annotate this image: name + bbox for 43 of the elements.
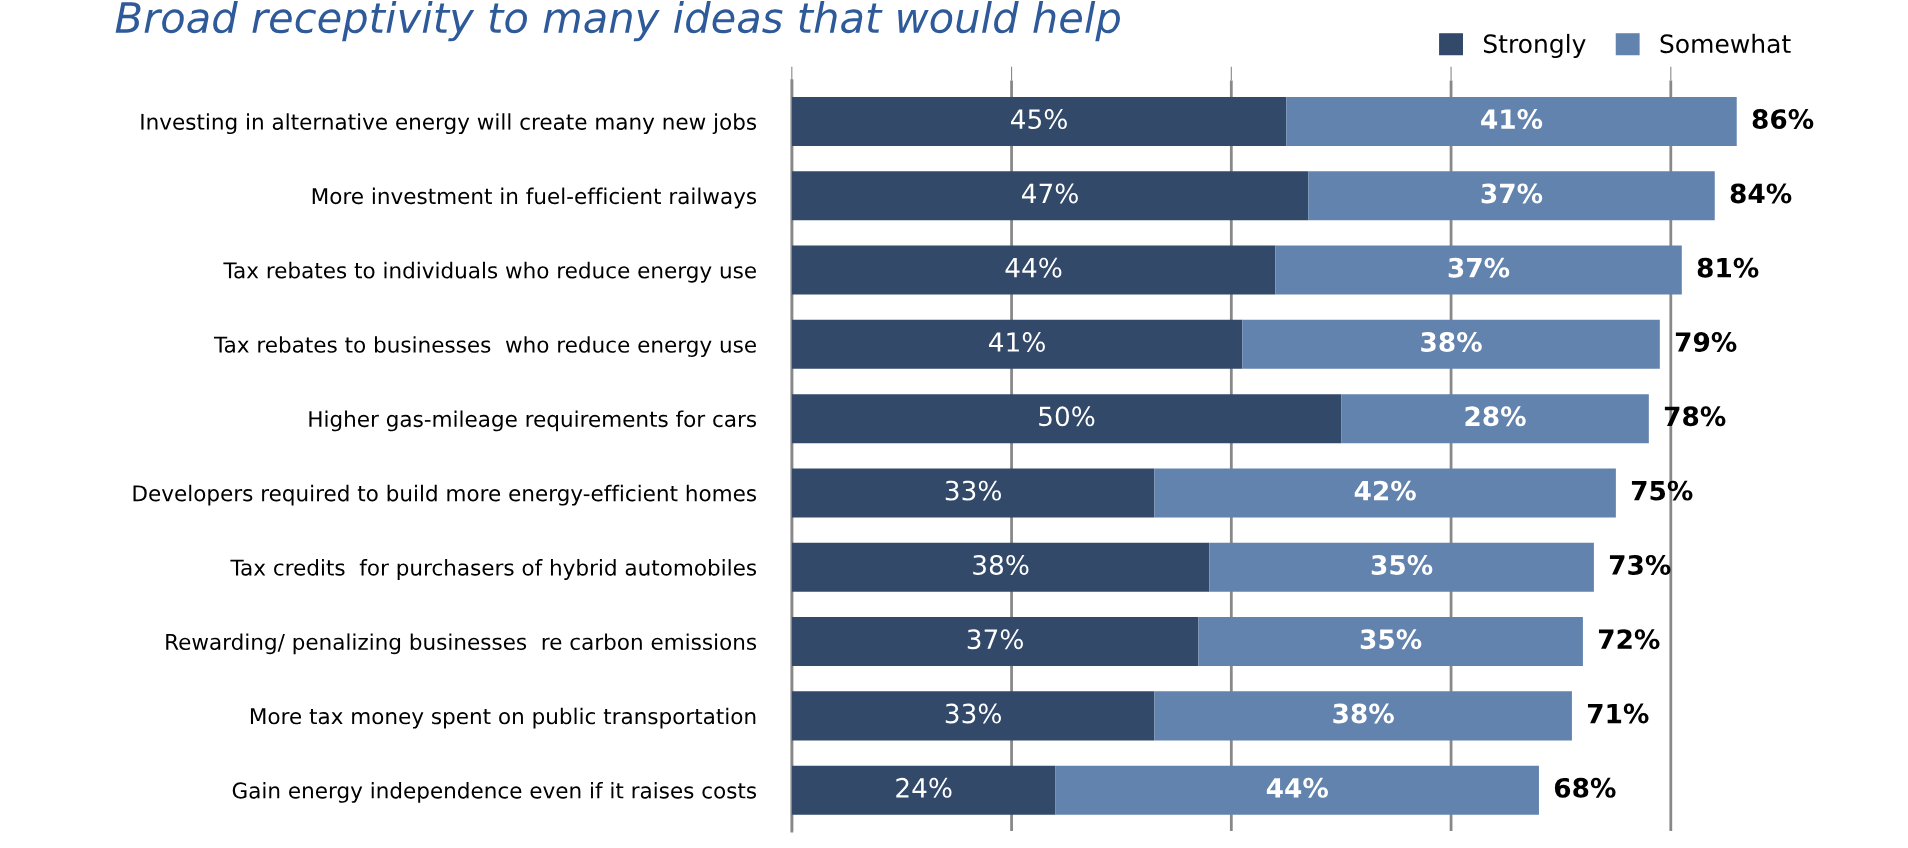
data-label: 42% bbox=[1354, 480, 1416, 501]
y-tick-label: Higher gas-mileage requirements for cars bbox=[309, 410, 757, 432]
legend-label: Somewhat bbox=[1660, 33, 1791, 54]
y-tick-label: Rewarding/ penalizing businesses re carbon emissions bbox=[166, 633, 757, 655]
y-tick-label: More tax money spent on public transportation bbox=[250, 707, 756, 729]
total-label: 78% bbox=[1664, 406, 1726, 427]
data-label: 37% bbox=[1448, 257, 1510, 278]
data-label: 33% bbox=[945, 480, 1001, 501]
chart-title: Broad receptivity to many ideas that would help bbox=[115, 1, 1120, 42]
data-label: 38% bbox=[1421, 332, 1482, 352]
total-label: 86% bbox=[1752, 109, 1814, 130]
data-label: 35% bbox=[1371, 554, 1433, 575]
data-label: 44% bbox=[1266, 777, 1328, 798]
data-label: 38% bbox=[1333, 703, 1394, 724]
total-label: 79% bbox=[1675, 332, 1737, 352]
data-label: 47% bbox=[1021, 183, 1078, 204]
total-label: 81% bbox=[1697, 257, 1759, 278]
data-label: 45% bbox=[1011, 109, 1067, 130]
data-label: 28% bbox=[1465, 406, 1526, 427]
data-label: 33% bbox=[945, 703, 1001, 724]
total-label: 71% bbox=[1587, 703, 1649, 724]
y-tick-label: Tax rebates to individuals who reduce energy use bbox=[223, 261, 756, 283]
data-label: 37% bbox=[1481, 183, 1543, 204]
y-tick-label: Developers required to build more energy-efficient homes bbox=[133, 484, 757, 506]
y-tick-label: Tax credits for purchasers of hybrid automobiles bbox=[230, 559, 757, 580]
y-tick-label: More investment in fuel-efficient railways bbox=[312, 187, 757, 209]
data-label: 37% bbox=[967, 629, 1023, 650]
data-label: 38% bbox=[973, 554, 1029, 575]
data-label: 41% bbox=[1481, 109, 1543, 130]
legend-label: Strongly bbox=[1483, 33, 1586, 59]
y-tick-label: Gain energy independence even if it raises costs bbox=[232, 781, 757, 803]
total-label: 75% bbox=[1631, 480, 1693, 501]
total-label: 68% bbox=[1554, 777, 1616, 798]
data-label: 50% bbox=[1039, 406, 1095, 427]
data-label: 24% bbox=[896, 777, 952, 798]
total-label: 73% bbox=[1609, 554, 1671, 575]
data-label: 41% bbox=[989, 332, 1045, 352]
y-tick-label: Tax rebates to businesses who reduce energy use bbox=[213, 336, 756, 357]
data-label: 35% bbox=[1360, 629, 1422, 650]
total-label: 84% bbox=[1730, 183, 1792, 204]
total-label: 72% bbox=[1598, 629, 1660, 650]
data-label: 44% bbox=[1005, 257, 1062, 278]
y-tick-label: Investing in alternative energy will create many new jobs bbox=[141, 113, 757, 135]
